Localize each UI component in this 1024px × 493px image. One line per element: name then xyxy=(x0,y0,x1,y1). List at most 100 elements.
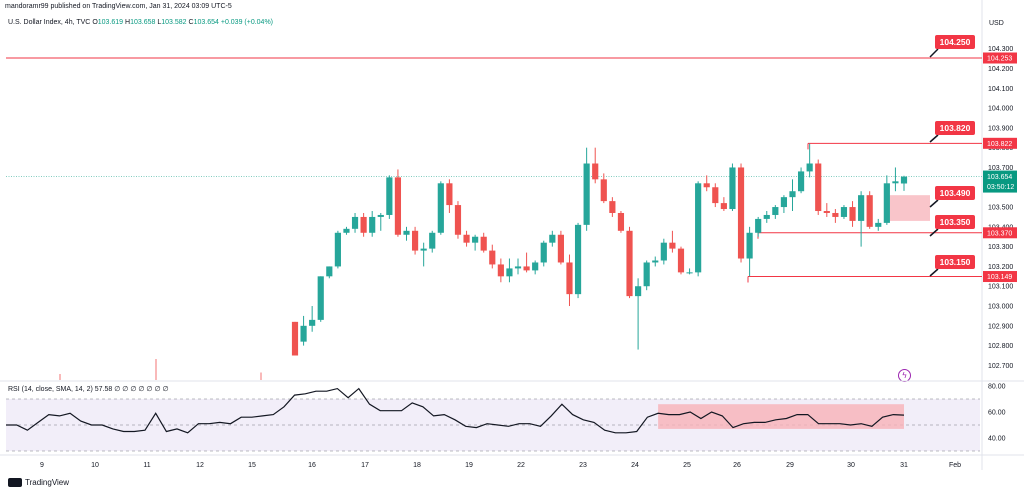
candle-body xyxy=(823,211,830,213)
high-label: H xyxy=(125,19,131,26)
candle-body xyxy=(557,234,564,263)
candle-body xyxy=(635,286,642,297)
callout-box xyxy=(935,35,975,49)
price-tick-label: 103.000 xyxy=(988,304,1013,311)
candle-body xyxy=(703,183,710,188)
candle-body xyxy=(840,207,848,217)
candle-body xyxy=(806,163,813,172)
axis-price-tag-label: 103.822 xyxy=(987,141,1012,148)
symbol-legend: U.S. Dollar Index, 4h, TVC O103.619 H103… xyxy=(8,19,273,26)
candle-body xyxy=(797,171,805,192)
candle-body xyxy=(892,181,899,184)
candle-body xyxy=(592,163,599,180)
price-zone xyxy=(888,195,930,221)
candle-body xyxy=(772,207,779,215)
price-tick-label: 102.700 xyxy=(988,363,1013,370)
candle-body xyxy=(386,177,393,215)
time-tick-label: 31 xyxy=(900,462,908,469)
rsi-zone xyxy=(658,404,904,429)
callout-box xyxy=(935,255,975,269)
price-tick-label: 104.000 xyxy=(988,106,1013,113)
axis-price-tag-label: 103.149 xyxy=(987,274,1012,281)
time-tick-label: 11 xyxy=(143,462,150,469)
candle-body xyxy=(437,183,444,233)
candle-body xyxy=(652,260,659,263)
axis-price-tag xyxy=(983,52,1017,64)
volume-bar xyxy=(59,374,61,380)
high-value: 103.658 xyxy=(130,19,156,26)
change-value: +0.039 (+0.04%) xyxy=(220,19,274,26)
candle-body xyxy=(523,266,530,271)
candle-body xyxy=(549,234,556,243)
candle-body xyxy=(309,319,316,326)
publisher-line: mandoramr99 published on TradingView.com… xyxy=(5,3,232,10)
rsi-line xyxy=(6,387,905,434)
callout-label: 104.250 xyxy=(940,37,971,47)
candle-body xyxy=(883,183,890,223)
axis-price-tag-label: 104.253 xyxy=(987,56,1012,63)
rsi-placeholders: ∅ ∅ ∅ ∅ ∅ ∅ ∅ xyxy=(114,386,169,393)
time-tick-label: Feb xyxy=(949,462,961,469)
candle-body xyxy=(574,224,582,295)
candle-body xyxy=(514,266,522,269)
callout-pointer xyxy=(929,134,939,143)
candle-body xyxy=(300,325,307,342)
volume-bar xyxy=(260,372,262,380)
candle-body xyxy=(832,212,839,217)
rsi-title: RSI (14, close, SMA, 14, 2) xyxy=(8,386,93,393)
time-tick-label: 26 xyxy=(733,462,741,469)
candle-body xyxy=(866,195,873,227)
callout-pointer xyxy=(929,228,939,237)
brand: TradingView xyxy=(8,478,69,487)
candle-body xyxy=(617,212,625,231)
candle-body xyxy=(334,232,341,267)
candle-body xyxy=(660,242,667,261)
candle-body xyxy=(669,242,676,249)
candle-body xyxy=(532,262,539,271)
current-price-countdown: 03:50:12 xyxy=(987,184,1014,191)
callout-box xyxy=(935,121,975,135)
time-tick-label: 16 xyxy=(308,462,316,469)
low-label: L xyxy=(157,19,162,26)
candle-body xyxy=(720,203,727,210)
candle-body xyxy=(489,250,496,265)
brand-name: TradingView xyxy=(25,478,70,487)
price-tick-label: 103.300 xyxy=(988,244,1013,251)
current-price-value: 103.654 xyxy=(987,174,1012,181)
currency-label[interactable]: USD xyxy=(989,20,1004,27)
candle-body xyxy=(317,276,324,320)
close-label: C xyxy=(188,19,194,26)
candle-body xyxy=(403,230,410,235)
candle-body xyxy=(737,167,745,259)
time-tick-label: 9 xyxy=(40,462,44,469)
axis-price-tag xyxy=(983,271,1017,283)
time-tick-label: 25 xyxy=(683,462,691,469)
candle-body xyxy=(789,191,796,198)
candle-body xyxy=(360,216,367,233)
price-tick-label: 104.100 xyxy=(988,86,1013,93)
candle-body xyxy=(763,214,770,219)
candle-body xyxy=(712,187,719,204)
candle-body xyxy=(480,236,487,251)
candle-body xyxy=(875,222,882,227)
price-tick-label: 104.200 xyxy=(988,66,1013,73)
time-tick-label: 18 xyxy=(413,462,421,469)
candle-body xyxy=(695,183,702,273)
candle-body xyxy=(729,167,736,210)
candle-body xyxy=(411,230,419,251)
rsi-legend: RSI (14, close, SMA, 14, 2) 57.58 ∅ ∅ ∅ … xyxy=(8,385,169,393)
candle-body xyxy=(815,163,822,212)
close-value: 103.654 xyxy=(193,19,219,26)
candle-body xyxy=(446,183,453,206)
time-tick-label: 24 xyxy=(631,462,639,469)
callout-label: 103.150 xyxy=(940,257,971,267)
candle-body xyxy=(429,232,436,249)
callout-label: 103.490 xyxy=(940,188,971,198)
candle-body xyxy=(420,248,427,251)
candle-body xyxy=(677,248,685,273)
candle-body xyxy=(497,264,504,277)
time-tick-label: 19 xyxy=(465,462,473,469)
axis-price-tag xyxy=(983,227,1017,239)
time-tick-label: 15 xyxy=(248,462,256,469)
